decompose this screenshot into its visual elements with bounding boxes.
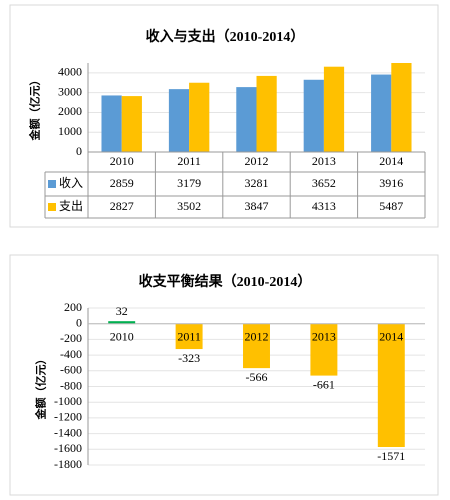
x-tick-label: 2014 (379, 329, 403, 343)
y-tick-label: 200 (64, 300, 82, 314)
table-cell: 3847 (245, 199, 269, 213)
bars (101, 63, 412, 152)
table-cell: 4313 (312, 199, 336, 213)
bar (310, 323, 338, 376)
x-tick-label: 2010 (110, 154, 134, 168)
bar (101, 95, 122, 152)
y-tick-label: -1800 (54, 457, 82, 471)
bar (323, 66, 345, 152)
bar (377, 323, 405, 448)
y-tick-label: -400 (60, 347, 82, 361)
bar (236, 87, 257, 152)
x-tick-label: 2014 (379, 154, 403, 168)
bar (256, 75, 277, 152)
legend-label: 收入 (59, 176, 83, 190)
chart-frame (9, 4, 439, 228)
y-axis-label: 金额（亿元） (34, 354, 48, 421)
legend-swatch (48, 180, 56, 188)
x-tick-label: 2012 (245, 154, 269, 168)
table-cell: 3916 (379, 176, 403, 190)
chart-title: 收支平衡结果（2010-2014） (139, 273, 312, 290)
table-cell: 2827 (110, 199, 134, 213)
table-cell: 3652 (312, 176, 336, 190)
bar (121, 96, 142, 152)
y-tick-label: -1600 (54, 441, 82, 455)
y-tick-label: -1400 (54, 425, 82, 439)
data-label: -661 (313, 377, 335, 391)
y-tick-label: 1000 (58, 124, 82, 138)
table-cell: 3281 (245, 176, 269, 190)
y-tick-label: -1200 (54, 410, 82, 424)
y-axis-label: 金额（亿元） (28, 75, 42, 142)
y-tick-label: 0 (76, 315, 82, 329)
table-cell: 3502 (177, 199, 201, 213)
y-tick-label: 2000 (58, 104, 82, 118)
data-label: -1571 (377, 449, 405, 463)
x-tick-label: 2013 (312, 154, 336, 168)
bar (243, 323, 270, 369)
y-tick-label: 0 (76, 144, 82, 158)
bar (371, 74, 392, 152)
x-tick-label: 2012 (245, 329, 269, 343)
data-label: 32 (116, 304, 128, 318)
data-label: -323 (178, 351, 200, 365)
data-label: -566 (246, 370, 268, 384)
y-tick-label: -600 (60, 363, 82, 377)
table-cell: 3179 (177, 176, 201, 190)
bar (108, 321, 136, 324)
table-cell: 2859 (110, 176, 134, 190)
y-tick-label: -1000 (54, 394, 82, 408)
x-tick-label: 2011 (177, 329, 201, 343)
chart-frame (9, 254, 439, 496)
x-tick-label: 2013 (312, 329, 336, 343)
x-tick-label: 2011 (177, 154, 201, 168)
bar (189, 82, 210, 152)
legend-swatch (48, 203, 56, 211)
table-cell: 5487 (379, 199, 403, 213)
bar (303, 79, 324, 152)
bar (391, 63, 412, 152)
y-tick-label: 4000 (58, 65, 82, 79)
bar (175, 323, 203, 350)
bar (168, 89, 190, 152)
y-tick-label: 3000 (58, 84, 82, 98)
y-tick-label: -800 (60, 378, 82, 392)
x-tick-label: 2010 (110, 329, 134, 343)
y-tick-label: -200 (60, 331, 82, 345)
legend-label: 支出 (59, 199, 83, 213)
chart-title: 收入与支出（2010-2014） (146, 28, 305, 45)
